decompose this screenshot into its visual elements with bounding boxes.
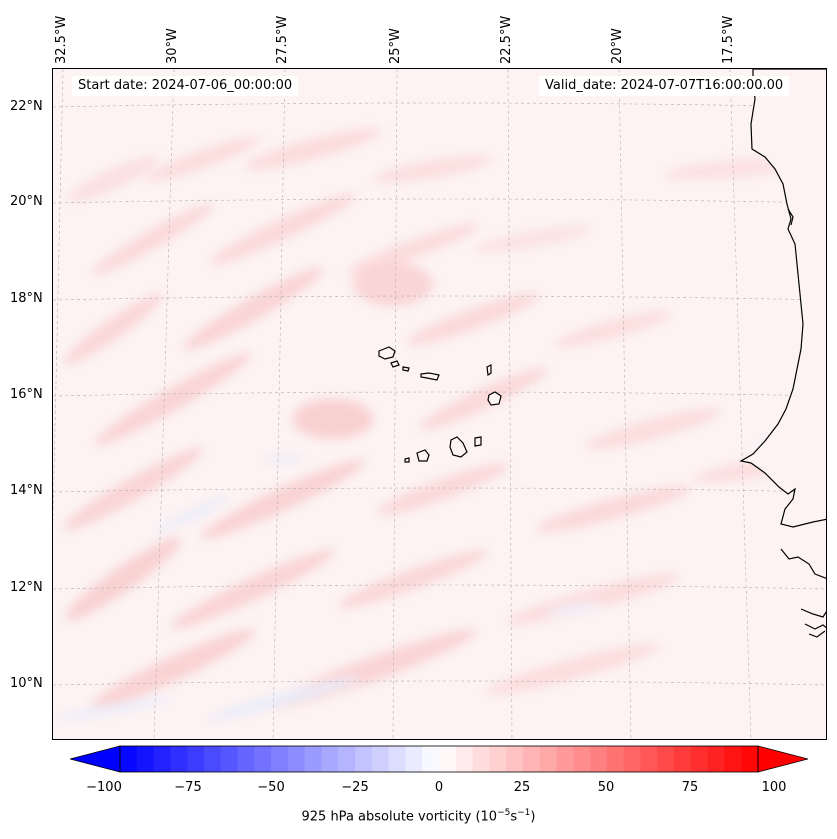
- valid-date-label: Valid_date: 2024-07-07T16:00:00.00: [539, 76, 790, 96]
- lat-label-18n: 18°N: [10, 291, 43, 306]
- cb-tick-75: 75: [681, 780, 699, 795]
- lon-label-30w: 30°W: [165, 28, 180, 64]
- colorbar-cell: [439, 746, 457, 772]
- vorticity-map[interactable]: [52, 68, 827, 740]
- colorbar-cell: [136, 746, 155, 772]
- lon-label-32.5w: 32.5°W: [54, 15, 69, 64]
- colorbar-cell: [606, 746, 625, 772]
- colorbar-cell: [674, 746, 692, 772]
- colorbar-cell: [724, 746, 742, 772]
- colorbar-cell: [741, 746, 759, 772]
- colorbar-cell: [422, 746, 440, 772]
- lon-label-27.5w: 27.5°W: [275, 15, 290, 64]
- colorbar-cell: [287, 746, 306, 772]
- colorbar-cell: [573, 746, 591, 772]
- colorbar-outline: [119, 745, 759, 773]
- coastline: [739, 69, 826, 638]
- cape-verde-islands: [378, 346, 502, 463]
- colorbar-cell: [170, 746, 188, 772]
- lon-label-20w: 20°W: [610, 28, 625, 64]
- colorbar-cell: [371, 746, 390, 772]
- cb-tick-minus-100: −100: [86, 780, 122, 795]
- cb-tick-minus-75: −75: [174, 780, 202, 795]
- cb-tick-0: 0: [434, 780, 444, 795]
- colorbar-cell: [539, 746, 558, 772]
- colorbar-cell: [556, 746, 574, 772]
- vorticity-field: [53, 128, 813, 721]
- colorbar-cell: [203, 746, 222, 772]
- colorbar-cell: [254, 746, 272, 772]
- lat-label-16n: 16°N: [10, 387, 43, 402]
- graticule: [53, 69, 826, 739]
- colorbar-cell: [220, 746, 239, 772]
- colorbar-min-arrow: [70, 745, 121, 773]
- colorbar-cell: [187, 746, 205, 772]
- cb-tick-minus-50: −50: [257, 780, 285, 795]
- colorbar-cell: [355, 746, 373, 772]
- lat-label-22n: 22°N: [10, 99, 43, 114]
- colorbar-cell: [237, 746, 255, 772]
- cb-tick-100: 100: [761, 780, 787, 795]
- colorbar-max-arrow: [757, 745, 808, 773]
- map-canvas: [53, 69, 826, 739]
- cb-tick-minus-25: −25: [341, 780, 369, 795]
- lon-label-25w: 25°W: [388, 28, 403, 64]
- colorbar-cell: [590, 746, 608, 772]
- colorbar-label: 925 hPa absolute vorticity (10−5s−1): [301, 808, 536, 825]
- colorbar-cell: [321, 746, 339, 772]
- colorbar-cell: [455, 746, 474, 772]
- lon-label-17.5w: 17.5°W: [721, 15, 736, 64]
- colorbar-cell: [153, 746, 171, 772]
- colorbar-cell: [690, 746, 709, 772]
- colorbar: [70, 745, 808, 773]
- lat-label-20n: 20°N: [10, 194, 43, 209]
- colorbar-cell: [657, 746, 675, 772]
- colorbar-cell: [623, 746, 641, 772]
- colorbar-cell: [120, 746, 138, 772]
- start-date-label: Start date: 2024-07-06_00:00:00: [72, 76, 299, 96]
- colorbar-cell: [405, 746, 423, 772]
- cb-tick-25: 25: [513, 780, 531, 795]
- colorbar-cell: [388, 746, 406, 772]
- lat-label-14n: 14°N: [10, 483, 43, 498]
- colorbar-cell: [506, 746, 524, 772]
- colorbar-cell: [489, 746, 507, 772]
- cb-tick-50: 50: [597, 780, 615, 795]
- lat-label-12n: 12°N: [10, 580, 43, 595]
- colorbar-cell: [338, 746, 356, 772]
- colorbar-cells: [120, 746, 759, 772]
- lon-label-22.5w: 22.5°W: [499, 15, 514, 64]
- colorbar-cell: [522, 746, 541, 772]
- lat-label-10n: 10°N: [10, 676, 43, 691]
- colorbar-cell: [304, 746, 322, 772]
- colorbar-cell: [271, 746, 289, 772]
- colorbar-cell: [472, 746, 490, 772]
- colorbar-cell: [640, 746, 658, 772]
- colorbar-cell: [707, 746, 725, 772]
